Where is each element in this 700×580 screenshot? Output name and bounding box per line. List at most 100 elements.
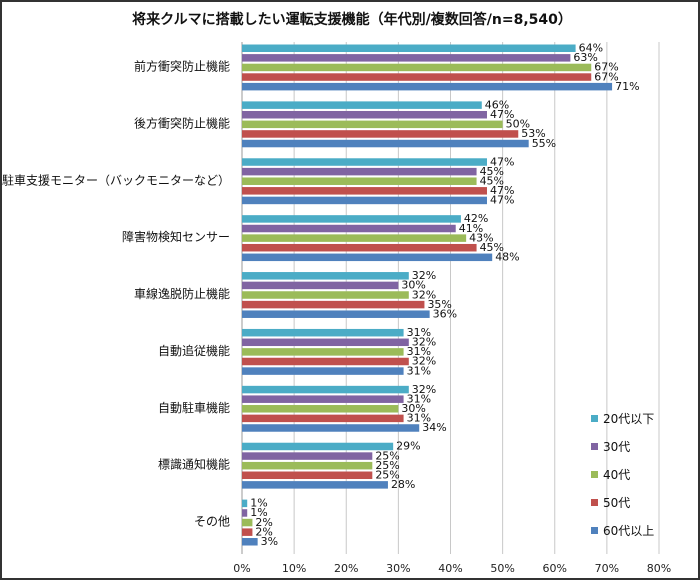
data-label: 31% bbox=[407, 326, 431, 339]
data-label: 45% bbox=[480, 241, 504, 254]
legend: 20代以下 30代 40代 50代 60代以上 bbox=[591, 412, 654, 538]
bar bbox=[242, 385, 409, 394]
data-label: 41% bbox=[459, 222, 483, 235]
bar bbox=[242, 139, 529, 148]
category-label: 後方衝突防止機能 bbox=[134, 115, 230, 130]
data-label: 32% bbox=[412, 269, 436, 282]
x-tick-label: 60% bbox=[543, 562, 567, 575]
legend-swatch bbox=[591, 527, 598, 534]
data-label: 64% bbox=[579, 42, 603, 55]
legend-label: 60代以上 bbox=[603, 524, 654, 538]
legend-swatch bbox=[591, 499, 598, 506]
bar bbox=[242, 424, 420, 432]
data-label: 45% bbox=[480, 174, 504, 187]
data-label: 28% bbox=[391, 478, 415, 491]
data-label: 3% bbox=[261, 535, 278, 548]
bar bbox=[242, 272, 409, 280]
bar bbox=[242, 281, 399, 290]
chart-title: 将来クルマに搭載したい運転支援機能（年代別/複数回答/n=8,540） bbox=[132, 11, 572, 28]
data-label: 71% bbox=[615, 80, 639, 93]
legend-label: 20代以下 bbox=[603, 412, 654, 426]
data-label: 67% bbox=[594, 61, 618, 74]
category-label: 前方衝突防止機能 bbox=[134, 59, 230, 74]
bar bbox=[242, 82, 613, 91]
category-label: 標識通知機能 bbox=[158, 457, 230, 472]
x-tick-label: 10% bbox=[282, 562, 306, 575]
bar bbox=[242, 518, 253, 527]
data-label: 35% bbox=[427, 298, 451, 311]
legend-label: 40代 bbox=[603, 468, 630, 482]
bar bbox=[242, 120, 503, 129]
data-label: 31% bbox=[407, 392, 431, 405]
data-label: 47% bbox=[490, 108, 514, 121]
bar bbox=[242, 224, 456, 233]
data-label: 47% bbox=[490, 194, 514, 207]
bar bbox=[242, 461, 373, 470]
bar bbox=[242, 253, 493, 262]
bar bbox=[242, 452, 373, 460]
x-tick-label: 70% bbox=[595, 562, 619, 575]
legend-swatch bbox=[591, 415, 598, 422]
data-label: 1% bbox=[250, 506, 267, 519]
data-label: 25% bbox=[375, 459, 399, 472]
legend-swatch bbox=[591, 471, 598, 478]
bar bbox=[242, 395, 404, 403]
bar bbox=[242, 101, 482, 109]
bar bbox=[242, 73, 592, 81]
bars bbox=[242, 44, 613, 546]
data-label: 42% bbox=[464, 212, 488, 225]
category-label: 障害物検知センサー bbox=[122, 229, 230, 244]
x-tick-label: 40% bbox=[438, 562, 462, 575]
data-label: 46% bbox=[485, 98, 509, 111]
data-label: 32% bbox=[412, 383, 436, 396]
bar bbox=[242, 328, 404, 337]
category-label: 自動追従機能 bbox=[158, 343, 230, 358]
bar bbox=[242, 167, 477, 176]
bar bbox=[242, 196, 487, 205]
bar bbox=[242, 63, 592, 72]
x-tick-label: 0% bbox=[233, 562, 250, 575]
bar bbox=[242, 291, 409, 299]
data-label: 47% bbox=[490, 155, 514, 168]
data-labels: 64%63%67%67%71%46%47%50%53%55%47%45%45%4… bbox=[250, 42, 639, 549]
x-tick-label: 80% bbox=[647, 562, 671, 575]
data-label: 29% bbox=[396, 440, 420, 453]
data-label: 30% bbox=[401, 279, 425, 292]
data-label: 63% bbox=[573, 51, 597, 64]
data-label: 31% bbox=[407, 345, 431, 358]
legend-label: 50代 bbox=[603, 496, 630, 510]
category-label: 自動駐車機能 bbox=[158, 400, 230, 415]
bar bbox=[242, 54, 571, 62]
x-tick-label: 20% bbox=[334, 562, 358, 575]
bar bbox=[242, 234, 467, 242]
data-label: 31% bbox=[407, 364, 431, 377]
x-tick-label: 30% bbox=[386, 562, 410, 575]
category-label: その他 bbox=[194, 515, 230, 529]
bar bbox=[242, 471, 373, 480]
bar bbox=[242, 338, 409, 347]
bar bbox=[242, 442, 394, 451]
legend-label: 30代 bbox=[603, 440, 630, 454]
bar bbox=[242, 44, 576, 52]
bar bbox=[242, 215, 461, 223]
data-label: 32% bbox=[412, 336, 436, 349]
bar bbox=[242, 158, 487, 166]
bar bbox=[242, 348, 404, 356]
data-label: 55% bbox=[532, 137, 556, 150]
data-label: 30% bbox=[401, 402, 425, 415]
category-label: 駐車支援モニター（バックモニターなど） bbox=[2, 172, 230, 187]
data-label: 25% bbox=[375, 449, 399, 462]
data-label: 2% bbox=[255, 516, 272, 529]
bar bbox=[242, 243, 477, 252]
bar bbox=[242, 357, 409, 366]
data-label: 53% bbox=[521, 127, 545, 140]
bar bbox=[242, 300, 425, 309]
data-label: 67% bbox=[594, 70, 618, 83]
bar bbox=[242, 310, 430, 318]
category-label: 車線逸脱防止機能 bbox=[134, 286, 230, 301]
data-label: 48% bbox=[495, 251, 519, 264]
x-axis-ticks: 0% 10% 20% 30% 40% 50% 60% 70% 80% bbox=[233, 562, 671, 575]
data-label: 47% bbox=[490, 184, 514, 197]
